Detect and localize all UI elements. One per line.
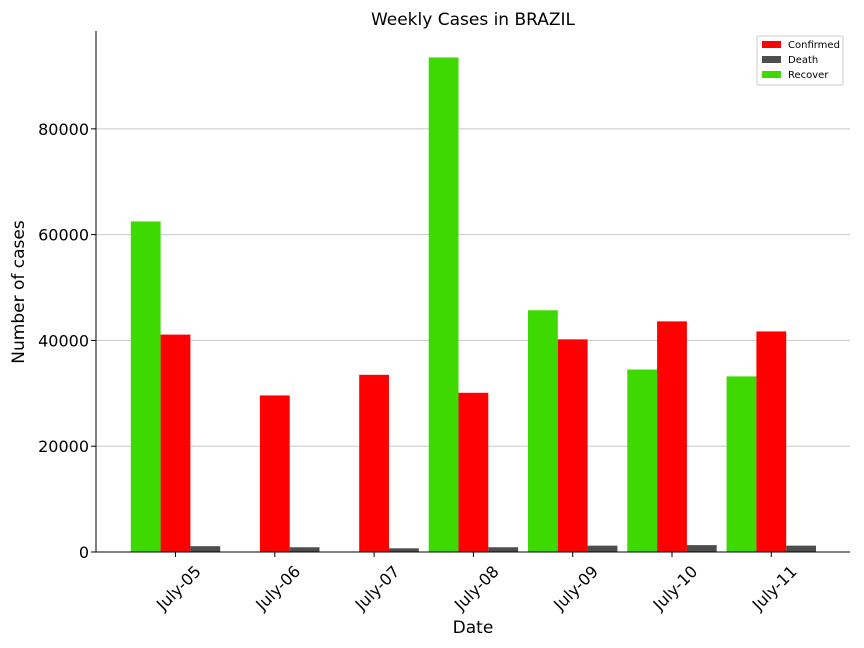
x-tick-label: July-07 <box>351 562 404 615</box>
bar-confirmed-july-05 <box>160 334 191 552</box>
x-tick-label: July-11 <box>748 562 801 615</box>
legend-label-confirmed: Confirmed <box>788 40 840 51</box>
legend-swatch-recover <box>762 71 781 78</box>
bar-recover-july-10 <box>627 369 658 552</box>
x-axis-label: Date <box>453 618 494 638</box>
legend-label-recover: Recover <box>788 70 829 81</box>
bar-recover-july-09 <box>528 310 558 552</box>
y-tick-label: 20000 <box>38 437 89 456</box>
bar-confirmed-july-06 <box>259 395 290 552</box>
x-ticks: July-05 July-06 July-07 July-08 July-09 July-… <box>152 552 801 615</box>
bar-confirmed-july-07 <box>359 374 389 552</box>
bar-death-july-10 <box>686 545 717 552</box>
legend-label-death: Death <box>788 55 818 66</box>
x-tick-label: July-10 <box>649 562 702 615</box>
y-ticks: 0 20000 40000 60000 80000 <box>38 120 96 562</box>
bar-death-july-05 <box>190 546 221 552</box>
bar-confirmed-july-09 <box>557 339 588 552</box>
legend-swatch-confirmed <box>762 41 781 48</box>
bars <box>130 57 816 552</box>
legend-swatch-death <box>762 56 781 63</box>
y-tick-label: 0 <box>79 543 89 562</box>
x-tick-label: July-06 <box>251 562 304 615</box>
x-tick-label: July-08 <box>450 562 503 615</box>
bar-death-july-07 <box>389 548 419 552</box>
y-tick-label: 40000 <box>38 331 89 350</box>
bar-confirmed-july-08 <box>458 392 489 552</box>
y-tick-label: 80000 <box>38 120 89 139</box>
bar-death-july-09 <box>587 545 618 552</box>
legend: Confirmed Death Recover <box>756 35 844 86</box>
bar-death-july-06 <box>289 547 320 552</box>
bar-confirmed-july-10 <box>657 321 687 552</box>
x-tick-label: July-09 <box>549 562 602 615</box>
y-tick-label: 60000 <box>38 226 89 245</box>
chart-title: Weekly Cases in BRAZIL <box>371 10 576 30</box>
bar-recover-july-08 <box>428 57 459 552</box>
bar-death-july-08 <box>488 547 519 552</box>
y-axis-label: Number of cases <box>9 220 29 364</box>
bar-death-july-11 <box>786 545 816 552</box>
x-tick-label: July-05 <box>152 562 205 615</box>
bar-recover-july-05 <box>130 221 161 552</box>
bar-recover-july-11 <box>726 376 757 552</box>
bar-confirmed-july-11 <box>756 331 787 552</box>
